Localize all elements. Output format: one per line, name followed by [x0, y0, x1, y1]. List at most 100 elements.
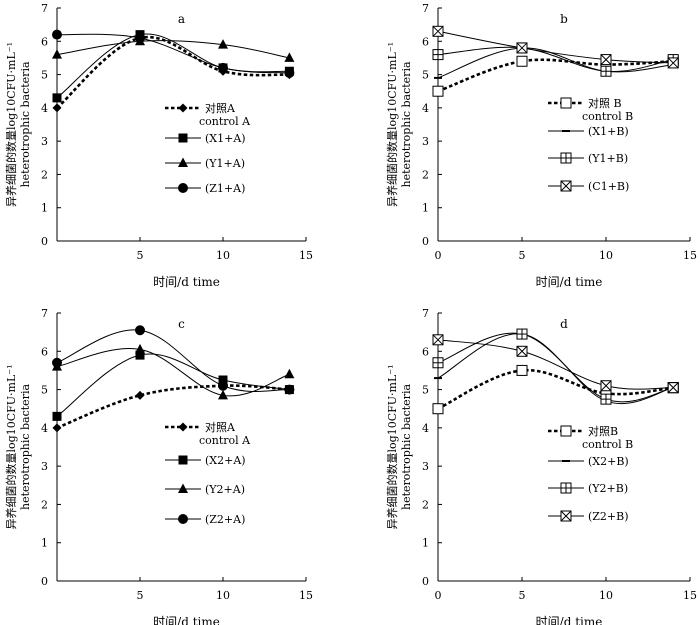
x-axis-label: 时间/d time	[153, 615, 220, 625]
data-point	[218, 39, 228, 49]
legend-label: (Z2+A)	[205, 513, 245, 526]
x-tick-label: 15	[299, 589, 313, 602]
series-line-2	[56, 348, 290, 397]
data-point	[432, 334, 444, 346]
data-point	[135, 350, 145, 360]
series-line-2	[56, 40, 290, 59]
data-point	[432, 49, 444, 61]
y-tick-label: 0	[41, 235, 48, 248]
legend-label: (X1+B)	[588, 125, 629, 138]
legend-marker	[560, 180, 572, 192]
series-line-3	[437, 30, 674, 64]
y-tick-label: 5	[41, 69, 48, 82]
data-point	[218, 389, 228, 400]
data-point	[516, 328, 528, 340]
y-axis-label: 异养细菌的数量log10CFU·mL⁻¹	[385, 42, 399, 207]
legend-marker	[178, 157, 188, 167]
y-axis-label: 异养细菌的数量log10CFU·mL⁻¹	[4, 42, 18, 207]
x-tick-label: 15	[683, 249, 697, 262]
y-tick-label: 0	[41, 575, 48, 588]
x-axis-label: 时间/d time	[536, 615, 603, 625]
legend-label: 对照B	[588, 424, 618, 438]
y-tick-label: 0	[422, 575, 429, 588]
x-tick-label: 10	[216, 589, 230, 602]
data-point	[218, 62, 228, 73]
data-point	[52, 93, 62, 103]
data-point	[432, 85, 444, 97]
y-tick-label: 6	[422, 35, 429, 48]
legend-label-en: control B	[582, 438, 633, 451]
series-line-0	[437, 58, 674, 93]
y-tick-label: 6	[41, 35, 48, 48]
x-tick-label: 0	[435, 249, 442, 262]
data-point	[600, 54, 612, 66]
x-tick-label: 15	[299, 249, 313, 262]
y-tick-label: 4	[422, 422, 429, 435]
y-tick-label: 3	[41, 135, 48, 148]
series-line-1	[56, 33, 290, 99]
legend-marker	[178, 514, 188, 524]
legend-label: 对照A	[205, 101, 236, 115]
data-point	[284, 52, 295, 62]
data-point	[52, 29, 62, 40]
y-tick-label: 3	[41, 460, 48, 473]
legend-marker	[178, 183, 188, 193]
x-tick-label: 10	[216, 249, 230, 262]
data-point	[516, 42, 528, 54]
x-axis-label: 时间/d time	[153, 275, 220, 289]
panel-title: b	[560, 12, 568, 26]
y-axis-label: 异养细菌的数量log10CFU·mL⁻¹	[4, 365, 18, 530]
y-axis-label-en: heterotrophic bacteria	[400, 61, 413, 187]
series-line-2	[437, 46, 674, 72]
y-tick-label: 3	[422, 460, 429, 473]
y-tick-label: 2	[41, 498, 48, 511]
legend-label: (Y2+B)	[588, 482, 628, 495]
panel-title: a	[178, 12, 185, 26]
legend-marker	[178, 455, 188, 465]
legend-label: (Z1+A)	[205, 182, 245, 195]
y-tick-label: 7	[422, 2, 429, 15]
data-point	[667, 57, 679, 69]
legend-label: 对照A	[205, 420, 236, 434]
legend-label-en: control A	[199, 115, 251, 128]
series-line-3	[437, 339, 674, 390]
data-point	[284, 67, 295, 78]
y-tick-label: 2	[41, 168, 48, 181]
y-tick-label: 2	[422, 498, 429, 511]
x-tick-label: 0	[435, 589, 442, 602]
y-tick-label: 0	[422, 235, 429, 248]
series-line-2	[437, 332, 674, 403]
y-tick-label: 7	[41, 2, 48, 15]
data-point	[52, 411, 62, 421]
data-point	[52, 103, 62, 113]
y-axis-label-en: heterotrophic bacteria	[19, 384, 32, 510]
x-tick-label: 5	[519, 589, 526, 602]
series-line-0	[56, 35, 290, 109]
y-tick-label: 4	[422, 102, 429, 115]
y-tick-label: 6	[41, 345, 48, 358]
y-tick-label: 1	[41, 202, 48, 215]
legend-label: (Y1+A)	[205, 157, 245, 170]
chart-panel-c: 0 1 2 3 4 5 6 7 5 10 15 c 时间/d time 异养细菌的数量log10CFU·m…	[4, 307, 313, 625]
x-tick-label: 5	[137, 249, 144, 262]
data-point	[52, 49, 62, 59]
legend-marker	[178, 133, 188, 143]
x-tick-label: 5	[519, 249, 526, 262]
data-point	[516, 345, 528, 357]
chart-panel-d: 0 1 2 3 4 5 6 7 0 5 10 15 d 时间/d time 异养细菌的数量log10CFU·…	[385, 307, 697, 625]
data-point	[284, 368, 295, 379]
legend-label-en: control B	[582, 110, 633, 123]
y-tick-label: 5	[41, 384, 48, 397]
panel-title: c	[178, 317, 185, 331]
data-point	[52, 423, 62, 433]
data-point	[218, 375, 228, 385]
legend-label: 对照 B	[588, 96, 622, 110]
series-line-1	[437, 47, 674, 79]
legend-marker	[560, 97, 572, 109]
data-point	[218, 380, 228, 391]
legend-marker	[178, 422, 188, 432]
data-point	[600, 393, 612, 405]
x-tick-label: 5	[137, 589, 144, 602]
data-point	[135, 390, 145, 400]
